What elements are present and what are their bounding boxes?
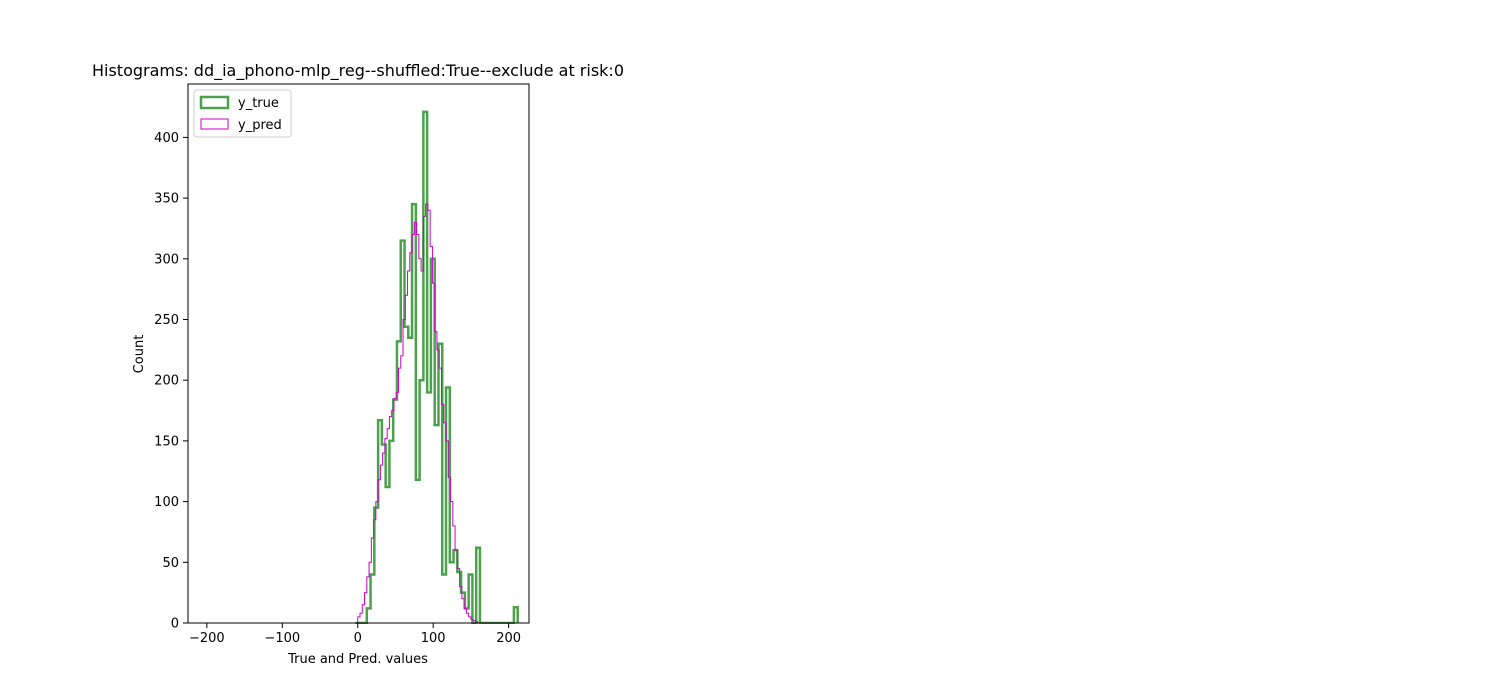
- y-axis-ticks: 0 50 100 150 200 250 300 350 400: [154, 131, 188, 632]
- histogram-series-y-pred: [357, 203, 485, 624]
- y-tick-label: 200: [154, 374, 179, 389]
- x-tick-label: −200: [189, 631, 225, 646]
- plot-area: −200 −100 0 100 200 0 50 100 150 200 250 300 350 400: [154, 83, 530, 646]
- y-tick-label: 0: [171, 617, 179, 632]
- axes-frame: [187, 83, 530, 624]
- x-axis-label: True and Pred. values: [287, 652, 428, 667]
- chart-title: Histograms: dd_ia_phono-mlp_reg--shuffle…: [92, 61, 624, 81]
- y-tick-label: 350: [154, 192, 179, 207]
- x-tick-label: 0: [354, 631, 362, 646]
- x-tick-label: 200: [496, 631, 521, 646]
- legend-swatch-y-pred: [200, 118, 229, 130]
- legend: y_true y_pred: [193, 89, 292, 138]
- histogram-steps: [355, 110, 519, 624]
- y-tick-label: 100: [154, 495, 179, 510]
- y-axis-label: Count: [132, 335, 147, 374]
- x-tick-label: 100: [421, 631, 446, 646]
- y-tick-label: 300: [154, 252, 179, 267]
- x-axis-ticks: −200 −100 0 100 200: [189, 623, 521, 646]
- legend-label-y-true: y_true: [238, 96, 279, 111]
- legend-label-y-pred: y_pred: [238, 118, 282, 133]
- y-tick-label: 250: [154, 313, 179, 328]
- legend-swatch-y-true: [199, 95, 230, 110]
- y-tick-label: 150: [154, 434, 179, 449]
- x-tick-label: −100: [264, 631, 300, 646]
- y-tick-label: 50: [162, 556, 179, 571]
- y-tick-label: 400: [154, 131, 179, 146]
- legend-frame: [193, 89, 292, 138]
